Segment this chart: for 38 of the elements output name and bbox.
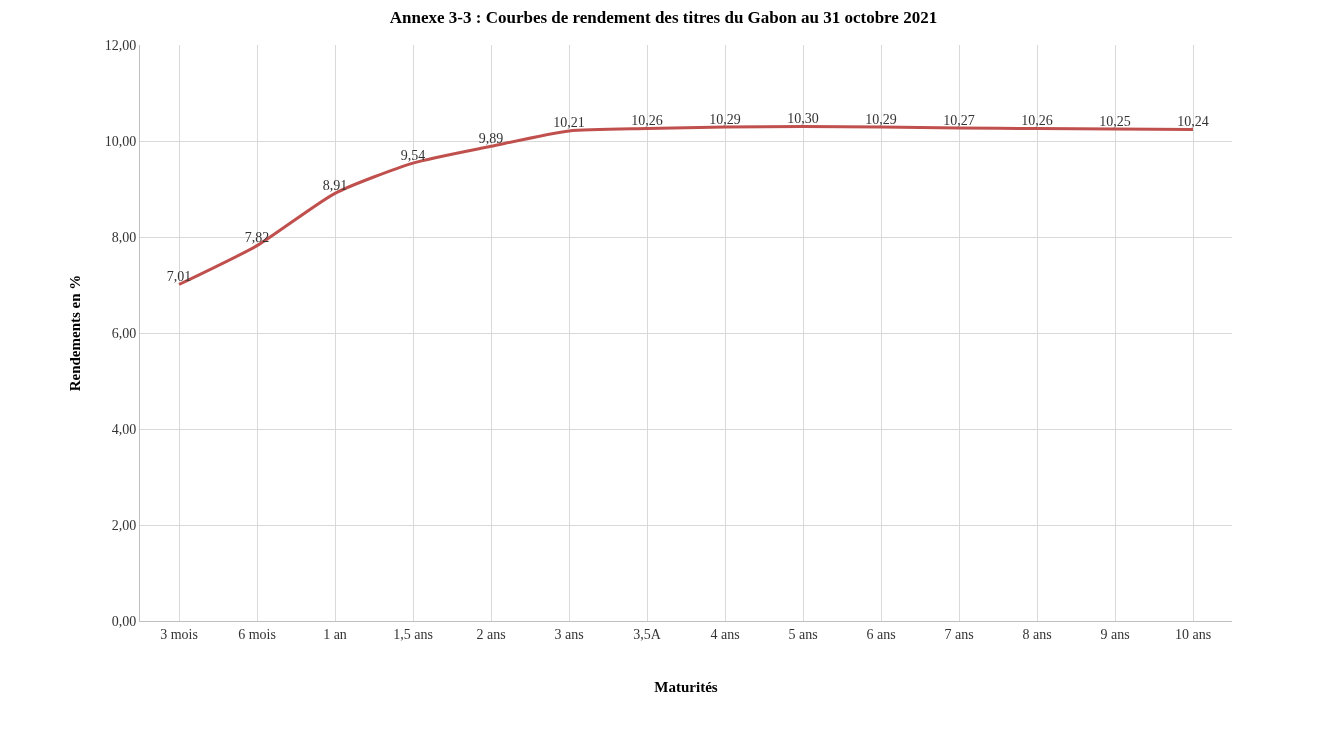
- x-tick-label: 9 ans: [1100, 626, 1130, 642]
- chart-title: Annexe 3-3 : Courbes de rendement des titres du Gabon au 31 octobre 2021: [389, 7, 938, 27]
- data-label: 10,25: [1099, 113, 1131, 129]
- y-tick-label: 4,00: [111, 421, 137, 437]
- y-tick-label: 2,00: [111, 517, 137, 533]
- y-tick-label: 10,00: [104, 133, 137, 149]
- data-label: 7,01: [166, 269, 192, 285]
- data-label: 10,26: [1021, 113, 1053, 129]
- x-tick-label: 5 ans: [788, 626, 818, 642]
- x-tick-label: 3 mois: [160, 626, 198, 642]
- x-axis-title: Maturités: [654, 678, 718, 695]
- x-tick-label: 4 ans: [710, 626, 740, 642]
- y-tick-label: 6,00: [111, 325, 137, 341]
- x-tick-label: 3 ans: [554, 626, 584, 642]
- data-label: 9,89: [478, 130, 504, 146]
- data-label: 7,82: [244, 230, 270, 246]
- x-tick-label: 7 ans: [944, 626, 974, 642]
- y-tick-label: 0,00: [111, 613, 137, 629]
- data-label: 10,21: [553, 115, 585, 131]
- data-label: 10,27: [943, 112, 975, 128]
- x-tick-label: 1,5 ans: [393, 626, 433, 642]
- x-tick-label: 3,5A: [633, 626, 662, 642]
- data-label: 10,29: [865, 111, 897, 127]
- data-label: 8,91: [322, 177, 348, 193]
- data-label: 9,54: [400, 147, 426, 163]
- x-tick-label: 10 ans: [1174, 626, 1212, 642]
- x-tick-label: 6 mois: [238, 626, 276, 642]
- y-axis-title: Rendements en %: [66, 274, 83, 392]
- y-tick-label: 12,00: [104, 37, 137, 53]
- data-label: 10,24: [1177, 113, 1209, 129]
- x-tick-label: 8 ans: [1022, 626, 1052, 642]
- data-label: 10,30: [787, 111, 819, 127]
- data-label: 10,26: [631, 113, 663, 129]
- y-tick-label: 8,00: [111, 229, 137, 245]
- x-tick-label: 1 an: [323, 626, 347, 642]
- data-label: 10,29: [709, 111, 741, 127]
- x-tick-label: 6 ans: [866, 626, 896, 642]
- x-tick-label: 2 ans: [476, 626, 506, 642]
